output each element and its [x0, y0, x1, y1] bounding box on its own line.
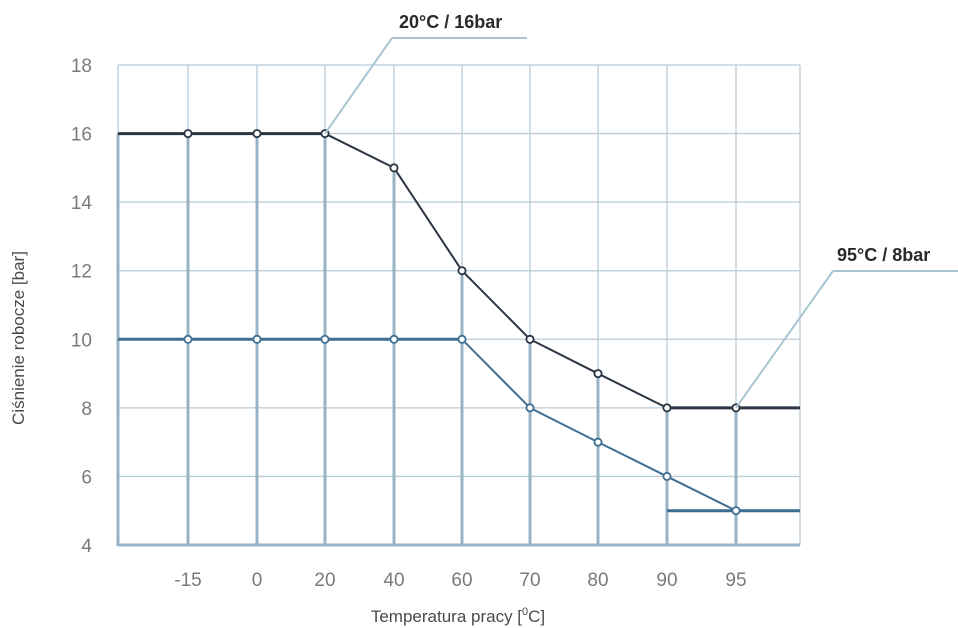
- y-tick-label-4: 12: [71, 262, 92, 283]
- x-tick-label-2: 20: [314, 570, 335, 591]
- series-1-point-5: [525, 403, 535, 413]
- x-tick-label-5: 70: [519, 570, 540, 591]
- series-lines: [118, 129, 800, 516]
- x-axis-title: Temperatura pracy [0C]: [371, 606, 545, 626]
- annotation-label-0: 20°C / 16bar: [399, 12, 502, 32]
- series-0-point-3: [389, 163, 399, 173]
- series-0-point-6: [593, 369, 603, 379]
- series-1-point-2: [320, 334, 330, 344]
- series-0-point-4: [457, 266, 467, 276]
- y-tick-label-0: 4: [81, 536, 92, 557]
- y-axis-title: Ciśnienie robocze [bar]: [9, 251, 28, 425]
- y-tick-label-1: 6: [81, 467, 92, 488]
- axes: [116, 65, 800, 547]
- y-tick-label-5: 14: [71, 193, 93, 214]
- series-line-1: [118, 338, 800, 512]
- annotation-label-1: 95°C / 8bar: [837, 245, 930, 265]
- series-1-point-0: [183, 334, 193, 344]
- series-1-point-7: [662, 471, 672, 481]
- series-1-point-6: [593, 437, 603, 447]
- x-tick-label-4: 60: [451, 570, 472, 591]
- y-tick-label-7: 18: [71, 56, 92, 77]
- series-0-point-0: [183, 129, 193, 139]
- x-tick-label-6: 80: [587, 570, 608, 591]
- y-tick-label-6: 16: [71, 125, 92, 146]
- series-0-point-7: [662, 403, 672, 413]
- annotation-leader-1: [735, 270, 834, 409]
- tick-labels: 4 6 8 10 12 14 16 18 -15 0 20 40 60 70 80 90 95: [71, 56, 747, 591]
- annotations: 20°C / 16bar 95°C / 8bar: [324, 12, 958, 409]
- y-tick-label-2: 8: [81, 399, 92, 420]
- annotation-leader-0: [324, 37, 393, 135]
- series-1-point-8: [731, 506, 741, 516]
- y-tick-label-3: 10: [71, 330, 92, 351]
- series-1-point-1: [252, 334, 262, 344]
- x-tick-label-0: -15: [174, 570, 201, 591]
- x-tick-label-3: 40: [383, 570, 404, 591]
- x-tick-label-8: 95: [725, 570, 746, 591]
- x-tick-label-7: 90: [656, 570, 677, 591]
- series-1-point-3: [389, 334, 399, 344]
- x-tick-label-1: 0: [252, 570, 263, 591]
- series-0-point-1: [252, 129, 262, 139]
- series-1-point-4: [457, 334, 467, 344]
- grid: [118, 64, 801, 545]
- series-0-point-5: [525, 334, 535, 344]
